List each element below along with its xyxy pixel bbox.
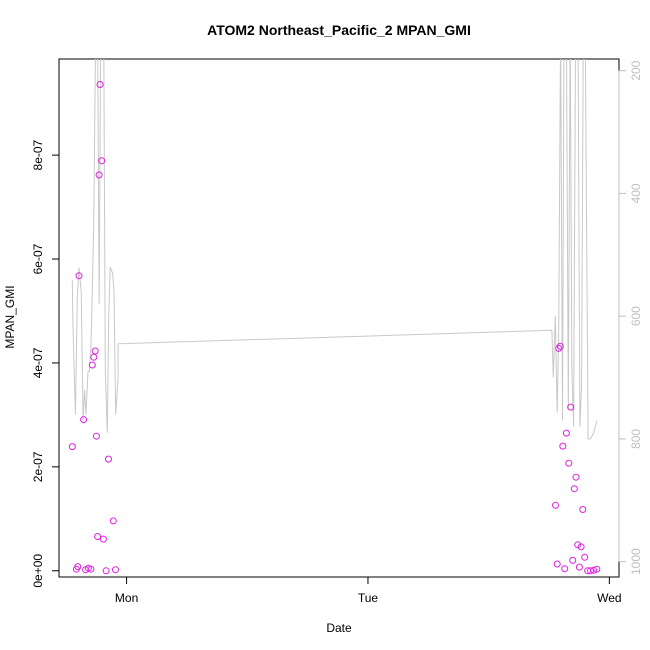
data-point (581, 553, 589, 561)
y2-tick-label: 1000 (629, 548, 643, 575)
y2-tick-label: 600 (629, 306, 643, 326)
y-tick-label: 6e-07 (31, 243, 45, 274)
data-point (569, 556, 577, 564)
y2-tick-label: 800 (629, 429, 643, 449)
chart-title: ATOM2 Northeast_Pacific_2 MPAN_GMI (207, 22, 471, 38)
data-point (109, 517, 117, 525)
series-line (71, 59, 598, 440)
plot-frame (58, 58, 620, 578)
data-point (95, 171, 103, 179)
data-point (68, 443, 76, 451)
data-point (570, 485, 578, 493)
data-point (91, 347, 99, 355)
data-point (561, 565, 569, 573)
data-point (102, 567, 110, 575)
data-point (574, 541, 582, 549)
data-point (90, 353, 98, 361)
data-point (565, 459, 573, 467)
data-point (562, 429, 570, 437)
data-point (74, 563, 82, 571)
y-tick-label: 8e-07 (31, 139, 45, 170)
data-point (80, 416, 88, 424)
data-point (98, 157, 106, 165)
y-tick-label: 0e+00 (31, 554, 45, 588)
data-point (553, 560, 561, 568)
data-point (92, 432, 100, 440)
y-tick-label: 4e-07 (31, 347, 45, 378)
x-axis: Mon Tue Wed (115, 576, 622, 605)
y-tick-label: 2e-07 (31, 451, 45, 482)
data-point (75, 272, 83, 280)
x-tick-label: Wed (597, 591, 621, 605)
x-tick-label: Mon (115, 591, 138, 605)
data-point (567, 403, 575, 411)
x-tick-label: Tue (358, 591, 379, 605)
y2-axis: 200 400 600 800 1000 (618, 60, 643, 575)
data-point (552, 501, 559, 509)
y-axis-label: MPAN_GMI (3, 285, 17, 348)
data-point (590, 566, 598, 574)
data-point (555, 344, 563, 352)
y2-tick-label: 200 (629, 60, 643, 80)
data-point (579, 506, 587, 513)
y2-tick-label: 400 (629, 183, 643, 203)
data-point (112, 566, 119, 574)
x-axis-label: Date (326, 621, 352, 635)
data-point (94, 533, 102, 540)
data-point (105, 455, 112, 463)
data-point (556, 342, 564, 350)
data-point (559, 442, 567, 450)
data-point (87, 565, 95, 573)
data-point (575, 563, 583, 571)
plot-area (68, 59, 601, 575)
data-point (593, 565, 601, 573)
data-point (88, 361, 96, 369)
data-point (587, 567, 594, 575)
data-point (99, 535, 107, 543)
data-point (577, 543, 585, 551)
y-axis: 0e+00 2e-07 4e-07 6e-07 8e-07 (31, 139, 60, 588)
data-point (96, 81, 104, 88)
data-point (572, 473, 580, 481)
